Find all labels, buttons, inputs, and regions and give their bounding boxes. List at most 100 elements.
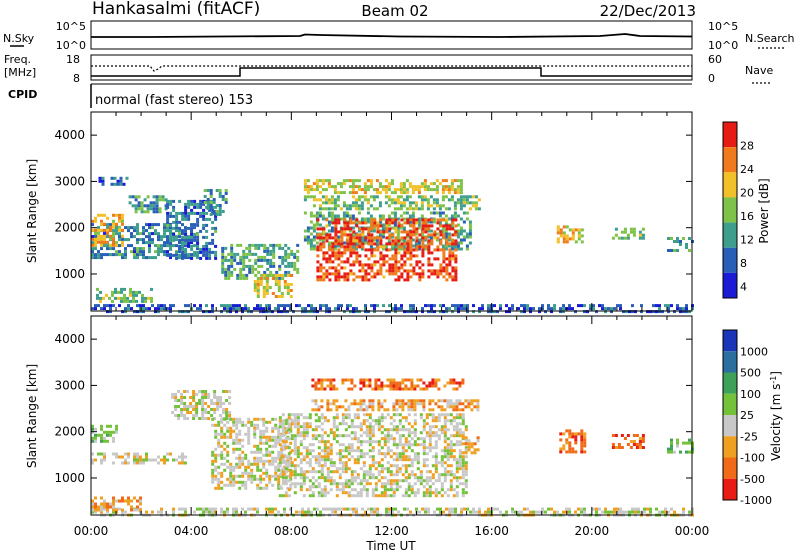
- heatmap-cell: [688, 249, 691, 252]
- heatmap-cell: [242, 258, 246, 262]
- heatmap-cell: [416, 452, 420, 456]
- heatmap-cell: [136, 223, 139, 227]
- heatmap-cell: [199, 229, 203, 233]
- heatmap-cell: [208, 310, 211, 314]
- heatmap-cell: [268, 459, 272, 463]
- heatmap-cell: [346, 236, 350, 240]
- heatmap-cell: [277, 441, 281, 445]
- heatmap-cell: [259, 486, 263, 490]
- heatmap-cell: [448, 254, 452, 258]
- heatmap-cell: [360, 195, 364, 199]
- heatmap-cell: [256, 486, 260, 490]
- heatmap-cell: [174, 399, 178, 402]
- heatmap-cell: [183, 405, 187, 408]
- heatmap-cell: [312, 244, 316, 248]
- heatmap-cell: [401, 455, 405, 459]
- heatmap-cell: [448, 257, 452, 261]
- heatmap-cell: [109, 505, 112, 509]
- heatmap-cell: [293, 413, 297, 417]
- heatmap-cell: [98, 179, 102, 183]
- heatmap-cell: [634, 310, 637, 314]
- heatmap-cell: [395, 399, 399, 403]
- heatmap-cell: [433, 269, 437, 273]
- heatmap-cell: [380, 446, 384, 450]
- heatmap-cell: [464, 440, 468, 444]
- heatmap-cell: [422, 425, 426, 429]
- heatmap-cell: [459, 229, 463, 233]
- heatmap-cell: [387, 214, 391, 218]
- heatmap-cell: [355, 251, 359, 255]
- heatmap-cell: [262, 459, 266, 463]
- heatmap-cell: [327, 211, 331, 215]
- heatmap-cell: [217, 465, 221, 469]
- heatmap-cell: [121, 496, 124, 500]
- heatmap-cell: [409, 310, 412, 314]
- heatmap-cell: [395, 408, 399, 412]
- heatmap-cell: [254, 252, 258, 256]
- heatmap-cell: [337, 257, 341, 261]
- heatmap-cell: [601, 510, 604, 514]
- heatmap-cell: [121, 253, 124, 257]
- heatmap-cell: [373, 275, 377, 279]
- heatmap-cell: [373, 218, 377, 222]
- heatmap-cell: [431, 425, 435, 429]
- heatmap-cell: [329, 464, 333, 468]
- heatmap-cell: [97, 240, 100, 244]
- heatmap-cell: [265, 429, 269, 433]
- heatmap-cell: [394, 307, 397, 311]
- heatmap-cell: [305, 446, 309, 450]
- heatmap-cell: [350, 446, 354, 450]
- heatmap-cell: [449, 482, 453, 486]
- heatmap-cell: [431, 399, 435, 403]
- heatmap-cell: [309, 241, 313, 245]
- heatmap-cell: [688, 441, 691, 445]
- heatmap-cell: [187, 211, 191, 215]
- colorbar-swatch: [723, 147, 737, 173]
- heatmap-cell: [434, 488, 438, 492]
- heatmap-cell: [266, 258, 270, 262]
- heatmap-cell: [431, 446, 435, 450]
- heatmap-cell: [440, 399, 444, 403]
- heatmap-cell: [133, 256, 136, 260]
- heatmap-cell: [345, 179, 349, 183]
- heatmap-cell: [617, 443, 621, 446]
- heatmap-cell: [382, 275, 386, 279]
- heatmap-cell: [441, 188, 445, 192]
- heatmap-cell: [172, 220, 176, 224]
- heatmap-cell: [370, 239, 374, 243]
- heatmap-cell: [117, 290, 120, 294]
- heatmap-cell: [384, 201, 388, 205]
- heatmap-cell: [434, 443, 438, 447]
- heatmap-cell: [326, 408, 330, 412]
- heatmap-cell: [505, 304, 508, 308]
- heatmap-cell: [407, 464, 411, 468]
- heatmap-cell: [413, 387, 417, 391]
- heatmap-cell: [320, 455, 324, 459]
- heatmap-cell: [541, 510, 544, 514]
- heatmap-cell: [221, 270, 225, 274]
- heatmap-cell: [664, 510, 667, 514]
- heatmap-cell: [256, 444, 260, 448]
- heatmap-cell: [353, 399, 357, 403]
- heatmap-cell: [450, 182, 454, 186]
- heatmap-cell: [440, 413, 444, 417]
- heatmap-cell: [338, 422, 342, 426]
- heatmap-cell: [295, 510, 298, 514]
- heatmap-cell: [428, 491, 432, 495]
- heatmap-cell: [580, 444, 584, 448]
- heatmap-cell: [437, 434, 441, 438]
- heatmap-cell: [450, 244, 454, 248]
- heatmap-cell: [220, 429, 224, 433]
- heatmap-cell: [380, 482, 384, 486]
- heatmap-cell: [427, 224, 431, 228]
- heatmap-cell: [281, 494, 285, 498]
- heatmap-cell: [476, 408, 480, 412]
- heatmap-cell: [198, 402, 202, 405]
- power-x-tick-marks: [90, 112, 693, 311]
- heatmap-cell: [287, 446, 291, 450]
- heatmap-cell: [451, 233, 455, 237]
- heatmap-cell: [313, 310, 316, 314]
- heatmap-cell: [460, 307, 463, 311]
- heatmap-cell: [458, 399, 462, 403]
- heatmap-cell: [620, 230, 624, 234]
